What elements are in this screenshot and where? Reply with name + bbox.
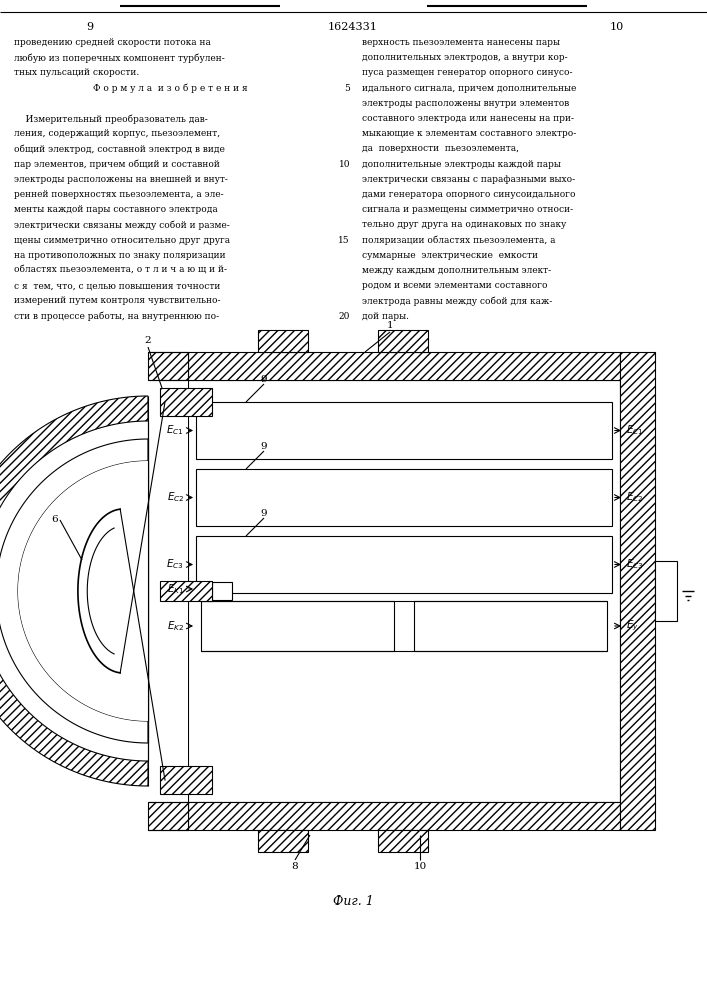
Text: 10: 10 [610,22,624,32]
Text: 1624331: 1624331 [328,22,378,32]
Text: $E_{C3}$: $E_{C3}$ [166,558,184,571]
Polygon shape [18,461,148,721]
Text: областях пьезоэлемента, о т л и ч а ю щ и й-: областях пьезоэлемента, о т л и ч а ю щ … [14,266,227,275]
Text: электрически связаны между собой и разме-: электрически связаны между собой и разме… [14,220,230,230]
Text: $E_{C1}$: $E_{C1}$ [626,424,643,437]
Text: тельно друг друга на одинаковых по знаку: тельно друг друга на одинаковых по знаку [362,220,566,229]
Bar [196,402,612,459]
Text: $E_{K2}$: $E_{K2}$ [167,619,184,633]
Text: дой пары.: дой пары. [362,312,409,321]
Bar [378,330,428,352]
Text: 20: 20 [339,312,350,321]
Text: тных пульсаций скорости.: тных пульсаций скорости. [14,68,139,77]
Text: пар элементов, причем общий и составной: пар элементов, причем общий и составной [14,160,220,169]
Text: мыкающие к элементам составного электро-: мыкающие к элементам составного электро- [362,129,576,138]
Bar [414,601,607,651]
Bar [201,601,394,651]
Text: любую из поперечных компонент турбулен-: любую из поперечных компонент турбулен- [14,53,225,63]
Text: на противоположных по знаку поляризации: на противоположных по знаку поляризации [14,251,226,260]
Text: 10: 10 [339,160,350,169]
Text: да  поверхности  пьезоэлемента,: да поверхности пьезоэлемента, [362,144,519,153]
Text: 9: 9 [261,375,267,384]
Text: $E_{C2}$: $E_{C2}$ [626,491,643,504]
Text: $E_{C2}$: $E_{C2}$ [167,491,184,504]
Text: с я  тем, что, с целью повышения точности: с я тем, что, с целью повышения точности [14,281,221,290]
Bar [196,536,612,593]
Text: верхность пьезоэлемента нанесены пары: верхность пьезоэлемента нанесены пары [362,38,560,47]
Text: 8: 8 [292,862,298,871]
Text: менты каждой пары составного электрода: менты каждой пары составного электрода [14,205,218,214]
Polygon shape [0,439,148,743]
Text: Измерительный преобразователь дав-: Измерительный преобразователь дав- [14,114,208,123]
Bar [196,469,612,526]
Bar [188,802,620,830]
Text: дами генератора опорного синусоидального: дами генератора опорного синусоидального [362,190,575,199]
Text: сигнала и размещены симметрично относи-: сигнала и размещены симметрично относи- [362,205,573,214]
Text: поляризации областях пьезоэлемента, а: поляризации областях пьезоэлемента, а [362,236,556,245]
Text: 10: 10 [414,862,426,871]
Bar [160,388,212,416]
Text: составного электрода или нанесены на при-: составного электрода или нанесены на при… [362,114,574,123]
Text: электроды расположены внутри элементов: электроды расположены внутри элементов [362,99,569,108]
Text: общий электрод, составной электрод в виде: общий электрод, составной электрод в вид… [14,144,225,154]
Text: 1: 1 [387,321,393,330]
Text: ренней поверхностях пьезоэлемента, а эле-: ренней поверхностях пьезоэлемента, а эле… [14,190,223,199]
Text: сти в процессе работы, на внутреннюю по-: сти в процессе работы, на внутреннюю по- [14,312,219,321]
Text: $E_{C1}$: $E_{C1}$ [166,424,184,437]
Text: суммарные  электрические  емкости: суммарные электрические емкости [362,251,538,260]
Text: $E_{K1}$: $E_{K1}$ [167,582,184,596]
Bar [188,380,620,802]
Text: электрически связаны с парафазными выхо-: электрически связаны с парафазными выхо- [362,175,575,184]
Text: дополнительных электродов, а внутри кор-: дополнительных электродов, а внутри кор- [362,53,568,62]
Text: пуса размещен генератор опорного синусо-: пуса размещен генератор опорного синусо- [362,68,573,77]
Text: 9: 9 [86,22,93,32]
Text: 9: 9 [261,509,267,518]
Text: 5: 5 [344,84,350,93]
Text: электрода равны между собой для каж-: электрода равны между собой для каж- [362,296,552,306]
Bar [212,582,232,600]
Text: проведению средней скорости потока на: проведению средней скорости потока на [14,38,211,47]
Bar [160,581,212,601]
Bar [148,352,188,380]
Text: родом и всеми элементами составного: родом и всеми элементами составного [362,281,547,290]
Text: 9: 9 [261,442,267,451]
Text: $E_{y}$: $E_{y}$ [626,619,639,633]
Text: 15: 15 [339,236,350,245]
Bar [378,830,428,852]
Bar [148,802,188,830]
Text: 2: 2 [145,336,151,345]
Text: электроды расположены на внешней и внут-: электроды расположены на внешней и внут- [14,175,228,184]
Bar [148,380,188,802]
Text: между каждым дополнительным элект-: между каждым дополнительным элект- [362,266,551,275]
Text: дополнительные электроды каждой пары: дополнительные электроды каждой пары [362,160,561,169]
Text: $E_{C3}$: $E_{C3}$ [626,558,643,571]
Bar [160,766,212,794]
Text: измерений путем контроля чувствительно-: измерений путем контроля чувствительно- [14,296,221,305]
Text: ления, содержащий корпус, пьезоэлемент,: ления, содержащий корпус, пьезоэлемент, [14,129,220,138]
Bar [188,352,620,380]
Polygon shape [0,396,148,786]
Text: идального сигнала, причем дополнительные: идального сигнала, причем дополнительные [362,84,576,93]
Text: Ф о р м у л а  и з о б р е т е н и я: Ф о р м у л а и з о б р е т е н и я [93,84,247,93]
Bar [258,830,308,852]
Text: Фиг. 1: Фиг. 1 [332,895,373,908]
Bar [258,330,308,352]
Bar [620,352,655,830]
Bar [655,561,677,621]
Text: щены симметрично относительно друг друга: щены симметрично относительно друг друга [14,236,230,245]
Text: 6: 6 [52,516,58,524]
